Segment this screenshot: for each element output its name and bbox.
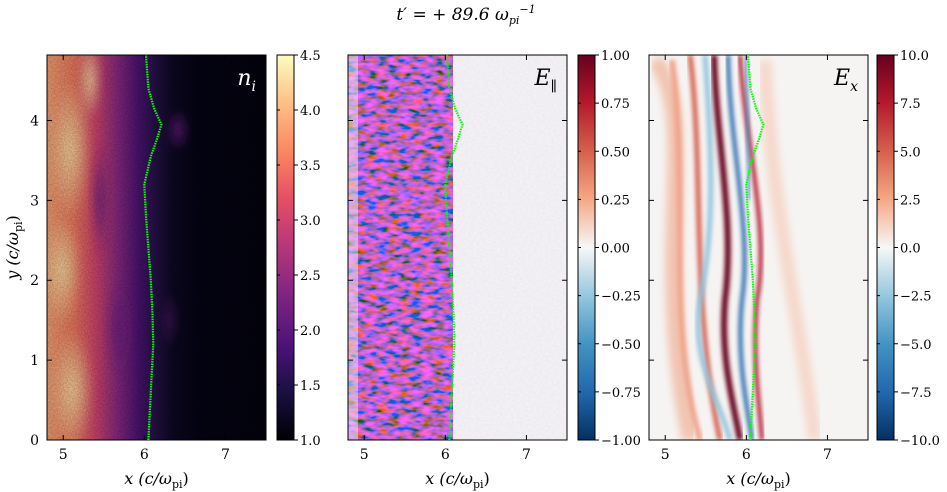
colorbar-tick-label: 7.5 — [900, 97, 921, 112]
colorbar-tick-label: −1.00 — [601, 434, 641, 449]
colorbar-tick-label: 2.5 — [900, 193, 921, 208]
x-tick-label: 5 — [59, 447, 68, 463]
shock-front-curve — [745, 54, 765, 441]
colorbar-tick-label: −0.75 — [601, 386, 641, 401]
y-tick-label: 0 — [30, 433, 39, 449]
x-tick-label: 5 — [360, 447, 369, 463]
colorbar-tick-label: 0.00 — [601, 242, 630, 257]
colorbar-tick-label: −7.5 — [900, 386, 932, 401]
x-axis-label: x (c/ωpi) — [124, 469, 189, 491]
colorbar-tick-label: 1.5 — [300, 379, 321, 394]
colorbar-tick-label: −0.50 — [601, 338, 641, 353]
colorbar-tick-label: 4.5 — [300, 49, 321, 64]
heatmap-e-x — [649, 55, 868, 440]
colorbar-tick-label: 0.75 — [601, 97, 630, 112]
colorbar-tick-label: 2.0 — [300, 324, 321, 339]
x-tick-label: 7 — [823, 447, 832, 463]
colorbar-tick-label: 10.0 — [900, 49, 929, 64]
colorbar-tick-label: 3.5 — [300, 159, 321, 174]
colorbar-tick-label: 0.50 — [601, 145, 630, 160]
y-tick-label: 2 — [30, 273, 39, 289]
colorbar-tick-label: −10.0 — [900, 434, 940, 449]
colorbar-tick-label: 2.5 — [300, 269, 321, 284]
panel-label: ni — [237, 66, 256, 95]
colorbar-tick-label: 0.0 — [900, 242, 921, 257]
y-tick-label: 3 — [30, 193, 39, 209]
figure-title: t′ = + 89.6 ωpi−1 — [396, 3, 535, 27]
panel-label: E∥ — [533, 66, 557, 95]
x-axis-label: x (c/ωpi) — [425, 469, 490, 491]
colorbar-tick-label: 5.0 — [900, 145, 921, 160]
colorbar-tick-label: −0.25 — [601, 290, 641, 305]
x-tick-label: 6 — [140, 447, 149, 463]
colorbar-tick-label: −5.0 — [900, 338, 932, 353]
heatmap-e-parallel — [348, 55, 567, 440]
colorbar — [276, 54, 295, 441]
colorbar-tick-label: 4.0 — [300, 104, 321, 119]
panel-label: Ex — [833, 66, 858, 95]
colorbar-tick-label: 0.25 — [601, 193, 630, 208]
x-tick-label: 7 — [522, 447, 531, 463]
shock-front-curve — [444, 54, 464, 441]
panel-density — [46, 54, 267, 441]
colorbar-tick-label: 3.0 — [300, 214, 321, 229]
axes-3: 5 6 7 x (c/ωpi) Ex −10.0 −7.5 −5.0 −2.5 0.0 2.5 5.0… — [649, 49, 940, 491]
colorbar-tick-label: 1.0 — [300, 434, 321, 449]
y-tick-label: 4 — [30, 113, 39, 129]
y-tick-label: 1 — [30, 353, 39, 369]
panel-e-x — [648, 54, 869, 441]
axes-2: 5 6 7 x (c/ωpi) E∥ −1.00 −0.75 −0.50 −0.25 0.00 0.… — [348, 49, 641, 491]
colorbar-tick-label: −2.5 — [900, 290, 932, 305]
x-tick-label: 6 — [441, 447, 450, 463]
x-axis-label: x (c/ωpi) — [726, 469, 791, 491]
shock-front-curve — [143, 54, 163, 441]
colorbar-tick-label: 1.00 — [601, 49, 630, 64]
y-axis-label: y (c/ωpi) — [3, 215, 25, 281]
x-tick-label: 5 — [661, 447, 670, 463]
x-tick-label: 7 — [221, 447, 230, 463]
heatmap-density — [47, 55, 266, 440]
panel-e-parallel — [347, 54, 568, 441]
x-tick-label: 6 — [742, 447, 751, 463]
axes-1: 5 6 7 0 1 2 3 4 x (c/ωpi) y (c/ωpi) ni 1.0 1.5 2.0 2.5… — [3, 49, 321, 491]
